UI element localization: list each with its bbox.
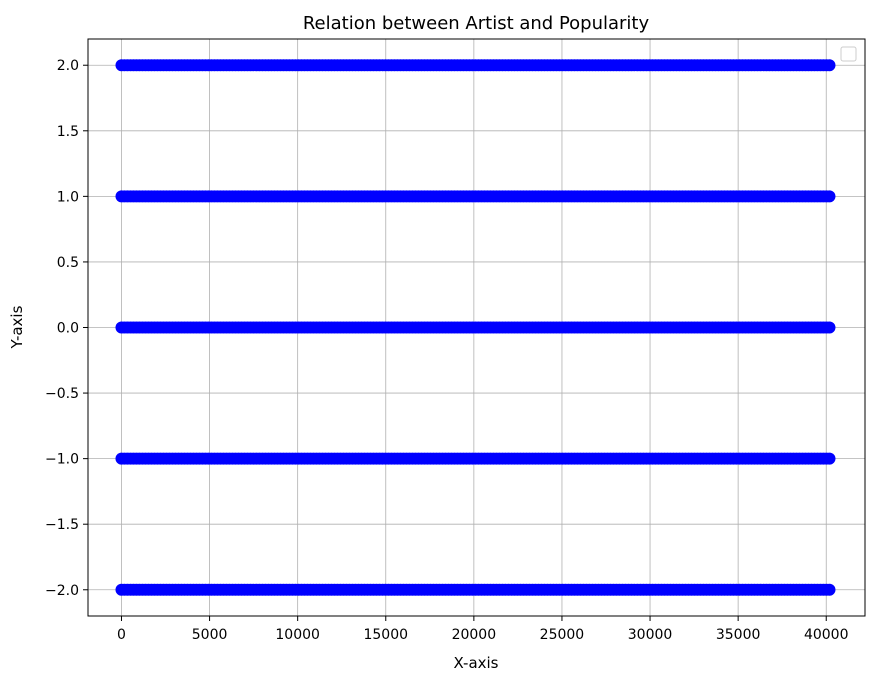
y-tick-label: 1.0 — [57, 189, 79, 205]
x-tick-label: 25000 — [540, 627, 585, 643]
x-tick-label: 0 — [117, 627, 126, 643]
y-tick-label: 2.0 — [57, 58, 79, 74]
y-tick-label: −2.0 — [45, 583, 79, 599]
scatter-point — [823, 452, 836, 465]
x-tick-label: 5000 — [192, 627, 228, 643]
x-tick-label: 10000 — [275, 627, 320, 643]
ticks: 0 5000 10000 15000 20000 25000 30000 35000 40000… — [45, 58, 849, 643]
data-points — [115, 59, 836, 596]
y-tick-label: 0.0 — [57, 321, 79, 337]
y-tick-label: −0.5 — [45, 386, 79, 402]
x-tick-label: 40000 — [804, 627, 849, 643]
y-axis-label: Y-axis — [8, 305, 26, 349]
x-tick-label: 35000 — [716, 627, 761, 643]
x-tick-label: 20000 — [452, 627, 497, 643]
y-tick-label: −1.5 — [45, 517, 79, 533]
chart-title: Relation between Artist and Popularity — [303, 13, 650, 34]
scatter-point — [823, 190, 836, 203]
scatter-point — [823, 321, 836, 334]
y-tick-label: 1.5 — [57, 124, 79, 140]
x-tick-label: 30000 — [628, 627, 673, 643]
y-tick-label: 0.5 — [57, 255, 79, 271]
scatter-point — [823, 583, 836, 596]
y-tick-label: −1.0 — [45, 452, 79, 468]
scatter-point — [823, 59, 836, 72]
legend-box — [840, 46, 857, 62]
x-axis-label: X-axis — [454, 654, 499, 672]
x-tick-label: 15000 — [363, 627, 408, 643]
